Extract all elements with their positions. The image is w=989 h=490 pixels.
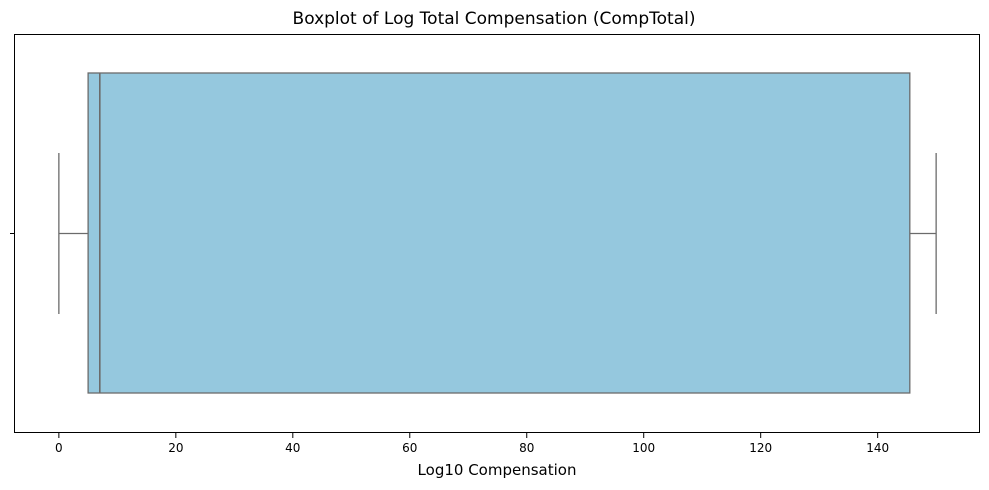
x-axis-label: Log10 Compensation [418, 461, 577, 479]
x-tick-label: 120 [749, 441, 772, 455]
x-axis-ticks: 0 20 40 60 80 100 120 140 [55, 433, 889, 455]
x-tick-label: 140 [866, 441, 889, 455]
plot-area [58, 72, 937, 394]
x-tick-label: 20 [168, 441, 183, 455]
x-tick-label: 0 [55, 441, 63, 455]
x-tick-label: 40 [285, 441, 300, 455]
x-tick-label: 60 [402, 441, 417, 455]
x-tick-label: 100 [632, 441, 655, 455]
box-iqr [87, 72, 911, 394]
chart-title: Boxplot of Log Total Compensation (CompT… [293, 9, 696, 29]
x-tick-label: 80 [519, 441, 534, 455]
